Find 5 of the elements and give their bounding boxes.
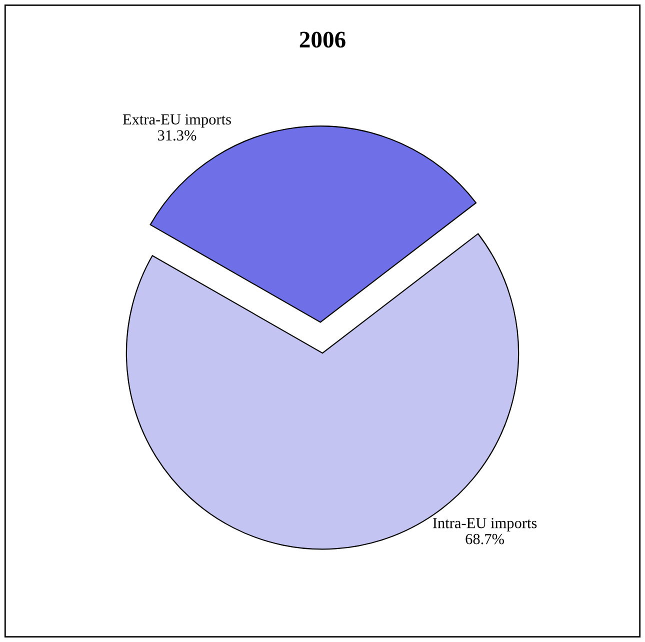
data-label: 31.3% [158, 130, 196, 141]
chart-title: 2006 [300, 32, 346, 48]
slice-label: Extra-EU imports [122, 114, 231, 128]
data-label: 68.7% [466, 534, 504, 544]
slice-label: Intra-EU imports [432, 518, 537, 532]
